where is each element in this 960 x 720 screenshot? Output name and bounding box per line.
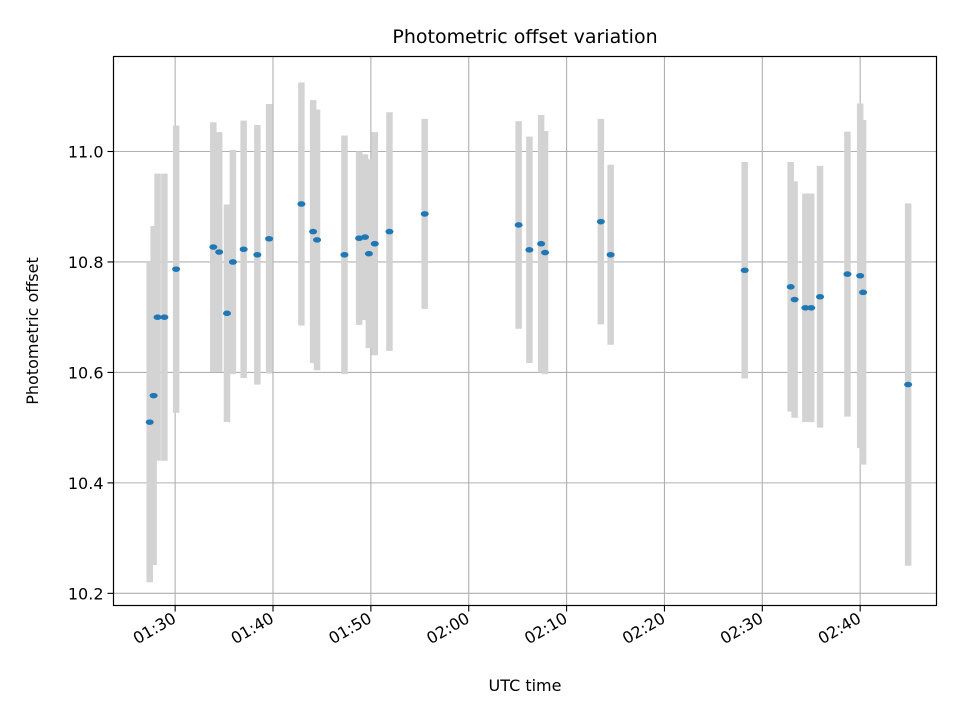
data-point xyxy=(209,244,218,250)
data-point xyxy=(514,222,523,228)
data-point xyxy=(801,305,810,311)
y-tick-label: 10.8 xyxy=(68,253,104,272)
y-tick-label: 10.2 xyxy=(68,584,104,603)
data-markers xyxy=(145,201,913,425)
data-point xyxy=(265,235,274,242)
data-point xyxy=(360,234,369,240)
data-point xyxy=(309,228,318,235)
data-point xyxy=(228,259,237,265)
grid-lines xyxy=(113,56,937,606)
data-point xyxy=(149,392,158,399)
data-point xyxy=(364,250,373,257)
data-point xyxy=(385,228,394,235)
data-point xyxy=(541,249,550,256)
data-point xyxy=(215,249,224,255)
data-point xyxy=(856,272,865,279)
y-axis-ticks: 10.2 10.4 10.6 10.8 11.0 xyxy=(68,142,114,603)
y-tick-label: 10.4 xyxy=(68,474,104,493)
data-point xyxy=(904,381,913,388)
data-point xyxy=(816,293,825,300)
data-point xyxy=(606,251,615,258)
data-point xyxy=(859,289,868,296)
data-point xyxy=(843,271,852,277)
data-point xyxy=(340,251,349,258)
data-point xyxy=(786,284,795,290)
data-point xyxy=(313,237,322,243)
data-point xyxy=(370,240,379,247)
data-point xyxy=(160,314,169,320)
chart-title: Photometric offset variation xyxy=(392,26,657,48)
x-axis-label: UTC time xyxy=(489,676,562,695)
data-point xyxy=(297,201,306,207)
data-point xyxy=(790,296,799,303)
data-point xyxy=(740,267,749,274)
plot-frame xyxy=(112,55,938,607)
data-point xyxy=(239,246,248,253)
data-point xyxy=(807,305,816,311)
y-axis-label: Photometric offset xyxy=(23,257,42,405)
data-point xyxy=(420,211,429,217)
data-point xyxy=(596,218,605,225)
y-tick-label: 10.6 xyxy=(68,363,104,382)
data-point xyxy=(153,314,162,320)
data-point xyxy=(145,419,154,425)
data-point xyxy=(525,247,534,253)
data-point xyxy=(172,266,181,272)
data-point xyxy=(253,251,262,258)
y-tick-label: 11.0 xyxy=(68,142,104,161)
data-point xyxy=(223,310,232,317)
data-point xyxy=(537,240,546,247)
